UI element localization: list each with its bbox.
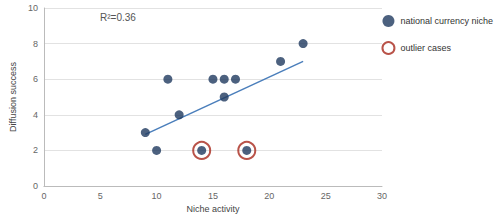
svg-text:0: 0	[41, 191, 46, 201]
svg-text:4: 4	[33, 110, 38, 120]
svg-text:national currency niche: national currency niche	[400, 16, 493, 26]
svg-text:Niche activity: Niche activity	[186, 204, 240, 214]
svg-text:0: 0	[33, 181, 38, 191]
svg-text:R²=0.36: R²=0.36	[100, 12, 136, 23]
svg-text:10: 10	[28, 3, 38, 13]
svg-text:10: 10	[152, 191, 162, 201]
svg-text:25: 25	[321, 191, 331, 201]
svg-text:2: 2	[33, 145, 38, 155]
svg-text:20: 20	[264, 191, 274, 201]
svg-text:8: 8	[33, 39, 38, 49]
svg-text:5: 5	[98, 191, 103, 201]
svg-text:Diffusion success: Diffusion success	[8, 62, 18, 132]
svg-text:30: 30	[377, 191, 387, 201]
svg-text:15: 15	[208, 191, 218, 201]
svg-text:outlier cases: outlier cases	[400, 43, 451, 53]
svg-text:6: 6	[33, 74, 38, 84]
